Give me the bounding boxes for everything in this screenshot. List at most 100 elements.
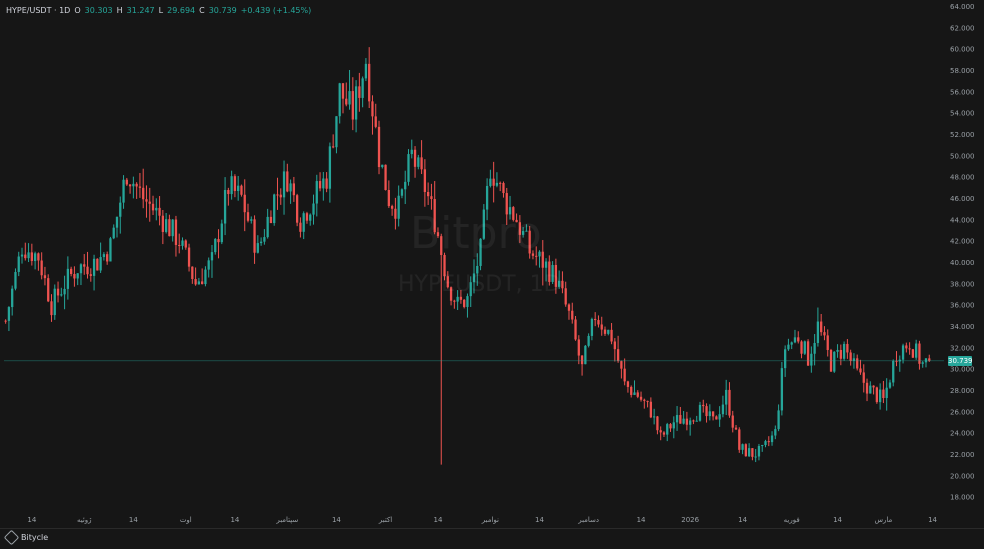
x-tick-label: 2026 xyxy=(681,516,699,524)
candle-body xyxy=(521,231,525,235)
candle-body xyxy=(407,154,410,182)
bitycle-logo-icon xyxy=(3,529,20,545)
candle-body xyxy=(662,432,666,435)
x-tick-label: اکتبر xyxy=(378,516,392,524)
y-tick-label: 42.000 xyxy=(950,238,975,246)
candle-body xyxy=(607,329,610,334)
candle-body xyxy=(797,337,800,342)
x-tick-label: ژوئیه xyxy=(77,516,92,524)
candle-body xyxy=(652,416,656,418)
candle-body xyxy=(810,353,813,366)
candle-body xyxy=(368,63,371,102)
candle-body xyxy=(295,195,299,223)
candle-body xyxy=(263,237,266,242)
open-value: 30.303 xyxy=(84,6,113,15)
high-value: 31.247 xyxy=(126,6,155,15)
candle-body xyxy=(99,257,102,271)
candle-body xyxy=(692,420,695,422)
candle-body xyxy=(594,318,597,321)
candle-body xyxy=(76,273,79,279)
candle-body xyxy=(747,448,751,457)
x-tick-label: 14 xyxy=(332,516,341,524)
y-tick-label: 48.000 xyxy=(950,174,975,182)
candle-body xyxy=(17,256,20,272)
candle-body xyxy=(155,207,158,211)
candle-body xyxy=(194,279,197,285)
candle-body xyxy=(672,422,675,429)
candle-body xyxy=(675,415,679,423)
candle-body xyxy=(420,157,423,170)
candle-body xyxy=(849,352,852,361)
candle-body xyxy=(33,253,37,262)
candle-body xyxy=(915,343,918,358)
candle-body xyxy=(561,280,564,289)
candle-body xyxy=(204,269,207,285)
candle-body xyxy=(302,213,305,232)
candle-body xyxy=(335,116,338,148)
candle-body xyxy=(256,243,259,253)
candle-body xyxy=(227,190,230,195)
x-tick-label: 14 xyxy=(230,516,239,524)
y-tick-label: 44.000 xyxy=(950,216,975,224)
footer-brand[interactable]: Bitycle xyxy=(21,532,49,542)
candle-body xyxy=(73,273,76,279)
candle-body xyxy=(446,276,449,288)
candle-body xyxy=(754,456,757,458)
footer-bar: Bitycle xyxy=(0,528,984,545)
candle-body xyxy=(679,415,682,424)
candle-body xyxy=(813,342,816,354)
y-tick-label: 46.000 xyxy=(950,195,975,203)
candle-body xyxy=(276,194,279,196)
candle-body xyxy=(56,288,60,296)
candle-body xyxy=(269,216,273,224)
candle-body xyxy=(649,401,653,418)
candle-body xyxy=(826,335,829,350)
candle-body xyxy=(682,418,685,424)
candle-body xyxy=(394,208,397,219)
symbol-label[interactable]: HYPE/USDT · 1D xyxy=(6,6,71,15)
candle-body xyxy=(109,238,112,262)
candle-body xyxy=(816,321,820,343)
candle-body xyxy=(20,254,24,257)
candle-body xyxy=(685,418,689,425)
candle-body xyxy=(725,389,728,405)
candle-body xyxy=(135,183,138,187)
candle-body xyxy=(142,187,145,200)
candle-body xyxy=(220,223,223,243)
candle-body xyxy=(417,157,420,167)
candle-body xyxy=(512,207,515,220)
candle-body xyxy=(112,227,115,239)
candle-body xyxy=(96,258,99,271)
candle-body xyxy=(823,332,826,336)
candle-body xyxy=(616,349,620,362)
candle-body xyxy=(852,358,856,361)
candle-body xyxy=(223,190,227,224)
candle-body xyxy=(115,216,119,228)
candle-body xyxy=(60,294,63,296)
candle-body xyxy=(449,287,453,301)
candle-body xyxy=(702,404,705,407)
candle-body xyxy=(630,386,633,395)
change-value: +0.439 (+1.45%) xyxy=(240,6,312,15)
candle-body xyxy=(892,360,895,383)
y-tick-label: 50.000 xyxy=(950,152,975,160)
candle-body xyxy=(872,385,875,388)
candle-body xyxy=(875,387,879,403)
candle-body xyxy=(905,345,908,349)
candle-body xyxy=(43,275,47,279)
candle-body xyxy=(14,271,17,289)
candle-body xyxy=(698,404,702,421)
candle-body xyxy=(164,219,168,232)
candle-body xyxy=(918,343,921,364)
candle-body xyxy=(387,190,390,207)
candle-body xyxy=(764,441,767,446)
candle-body xyxy=(436,232,440,237)
candle-body xyxy=(207,260,210,270)
candle-body xyxy=(571,310,574,320)
y-tick-label: 64.000 xyxy=(950,3,975,11)
candle-body xyxy=(610,329,613,342)
candle-body xyxy=(174,219,178,245)
candle-body xyxy=(554,264,558,287)
